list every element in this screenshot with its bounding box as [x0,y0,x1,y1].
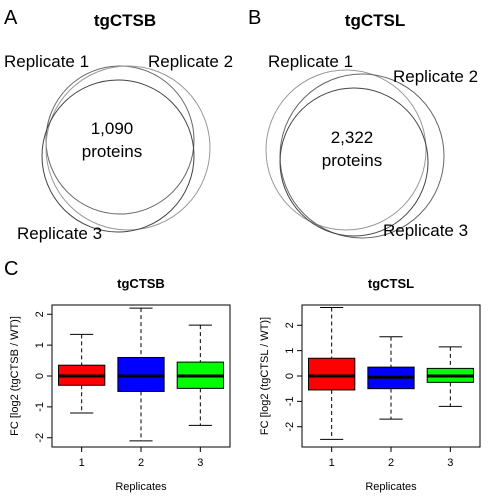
venn-b-count-unit: proteins [322,151,382,170]
x-tick-label: 2 [388,457,394,469]
y-tick-label: 2 [284,322,296,328]
y-axis-label: FC [log2 (tgCTSB / WT)] [9,316,21,436]
y-tick-label: -2 [34,433,46,443]
venn-b-replicate-1-label: Replicate 1 [268,52,353,71]
box-replicate-1 [58,333,106,414]
venn-a-replicate-3-label: Replicate 3 [17,224,102,243]
y-tick-label: 0 [284,373,296,379]
box-replicate-3 [426,346,474,407]
venn-a-replicate-1-label: Replicate 1 [4,52,89,71]
venn-b-replicate-2-label: Replicate 2 [393,67,478,86]
x-tick-label: 2 [138,457,144,469]
chart-title: tgCTSL [368,276,414,291]
venn-a-count-unit: proteins [82,142,142,161]
box-iqr [308,357,356,391]
venn-a [41,65,211,233]
x-tick-label: 1 [79,457,85,469]
y-tick-label: 2 [34,311,46,317]
panel-a-title: tgCTSB [94,11,156,30]
y-tick-label: 1 [284,348,296,354]
venn-a-circle-1 [45,65,195,215]
box-replicate-2 [117,307,165,442]
venn-b-circle-3 [279,87,429,237]
venn-a-replicate-2-label: Replicate 2 [148,52,233,71]
box-replicate-1 [308,307,356,440]
chart-title: tgCTSB [117,276,165,291]
x-tick-label: 3 [197,457,203,469]
boxplot-tgctsb: tgCTSB -2 -1 0 1 2 1 2 3 Replicates FC [log2 (tgCT… [9,276,231,493]
panel-c-letter: C [4,258,18,280]
boxplot-tgctsl: tgCTSL -2 -1 0 1 2 1 2 3 Replicates FC [log2 (tgCT… [259,276,481,493]
panel-a-letter: A [4,7,18,29]
panel-b-letter: B [248,7,261,29]
y-tick-label: -1 [284,396,296,406]
venn-a-circle-2 [45,65,211,231]
panel-b-title: tgCTSL [345,11,405,30]
x-tick-label: 3 [447,457,453,469]
venn-a-count: 1,090 [91,119,134,138]
x-tick-label: 1 [329,457,335,469]
y-tick-label: 0 [34,373,46,379]
y-axis-label: FC [log2 (tgCTSL / WT)] [259,317,271,435]
venn-a-circle-3 [41,79,195,233]
y-tick-label: 1 [34,342,46,348]
y-tick-label: -2 [284,422,296,432]
x-axis-label: Replicates [365,481,417,493]
box-iqr [117,356,165,392]
x-axis-label: Replicates [115,481,167,493]
box-replicate-3 [176,324,224,426]
venn-b [265,69,445,239]
box-replicate-2 [367,336,415,420]
y-tick-label: -1 [34,402,46,412]
venn-b-count: 2,322 [331,128,374,147]
venn-b-circle-1 [265,69,427,231]
venn-b-replicate-3-label: Replicate 3 [383,221,468,240]
